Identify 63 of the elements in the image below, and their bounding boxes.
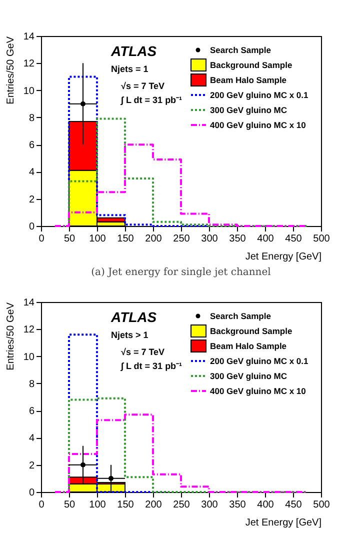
x-tick-label: 50 (64, 500, 76, 510)
x-tick-label: 150 (117, 500, 134, 510)
x-tick-label: 0 (38, 234, 45, 244)
y-tick-label: 4 (28, 433, 35, 444)
x-tick-label: 250 (173, 500, 190, 510)
legend-label: 200 GeV gluino MC x 0.1 (210, 90, 309, 100)
annotation: √s = 7 TeV (121, 81, 165, 91)
legend-label: Search Sample (210, 45, 272, 55)
legend-label: 200 GeV gluino MC x 0.1 (210, 356, 309, 366)
legend-label: Beam Halo Sample (210, 75, 287, 85)
y-tick-label: 8 (28, 378, 35, 390)
y-tick-label: 6 (28, 406, 35, 418)
y-tick-label: 14 (23, 32, 35, 42)
y-axis-title: Entries/50 GeV (5, 36, 16, 104)
legend-label: Beam Halo Sample (210, 341, 287, 351)
x-axis-title: Jet Energy [GeV] (245, 252, 322, 262)
legend-label: Search Sample (210, 311, 272, 321)
x-tick-label: 350 (229, 234, 246, 244)
x-axis-title: Jet Energy [GeV] (245, 518, 322, 528)
annotation: ∫ L dt = 31 pb⁻¹ (120, 95, 182, 105)
x-tick-label: 250 (173, 234, 190, 244)
x-tick-label: 200 (145, 500, 162, 510)
y-tick-label: 14 (23, 298, 35, 308)
annotation: ∫ L dt = 31 pb⁻¹ (120, 361, 182, 371)
x-tick-label: 200 (145, 234, 162, 244)
y-tick-label: 4 (28, 167, 35, 178)
x-tick-label: 300 (201, 234, 218, 244)
x-tick-label: 350 (229, 500, 246, 510)
y-axis-title: Entries/50 GeV (5, 302, 16, 370)
annotation: Njets > 1 (111, 330, 148, 340)
x-tick-label: 450 (285, 500, 302, 510)
y-tick-label: 10 (23, 86, 35, 97)
y-tick-label: 12 (23, 324, 35, 336)
legend-label: Background Sample (210, 60, 292, 70)
x-tick-label: 450 (285, 234, 302, 244)
legend-label: 400 GeV gluino MC x 10 (210, 120, 306, 130)
annotation: Njets = 1 (111, 64, 148, 74)
x-tick-label: 150 (117, 234, 134, 244)
x-tick-label: 500 (313, 500, 330, 510)
y-tick-label: 2 (28, 460, 35, 472)
legend-label: 300 GeV gluino MC (210, 371, 287, 381)
x-tick-label: 50 (64, 234, 76, 244)
x-tick-label: 100 (89, 500, 106, 510)
y-tick-label: 12 (23, 58, 35, 70)
x-tick-label: 400 (257, 500, 274, 510)
y-tick-label: 8 (28, 112, 35, 124)
y-tick-label: 0 (28, 222, 35, 232)
y-tick-label: 0 (28, 488, 35, 498)
annotation: ATLAS (110, 309, 158, 325)
x-tick-label: 300 (201, 500, 218, 510)
annotation: √s = 7 TeV (121, 347, 165, 357)
x-tick-label: 0 (38, 500, 45, 510)
y-tick-label: 2 (28, 194, 35, 206)
x-tick-label: 400 (257, 234, 274, 244)
legend-label: 400 GeV gluino MC x 10 (210, 386, 306, 396)
x-tick-label: 100 (89, 234, 106, 244)
legend-label: Background Sample (210, 326, 292, 336)
annotation: ATLAS (110, 43, 158, 59)
y-tick-label: 6 (28, 140, 35, 152)
legend-label: 300 GeV gluino MC (210, 105, 287, 115)
x-tick-label: 500 (313, 234, 330, 244)
y-tick-label: 10 (23, 352, 35, 363)
text: (a) Jet energy for single jet channel (91, 267, 271, 278)
